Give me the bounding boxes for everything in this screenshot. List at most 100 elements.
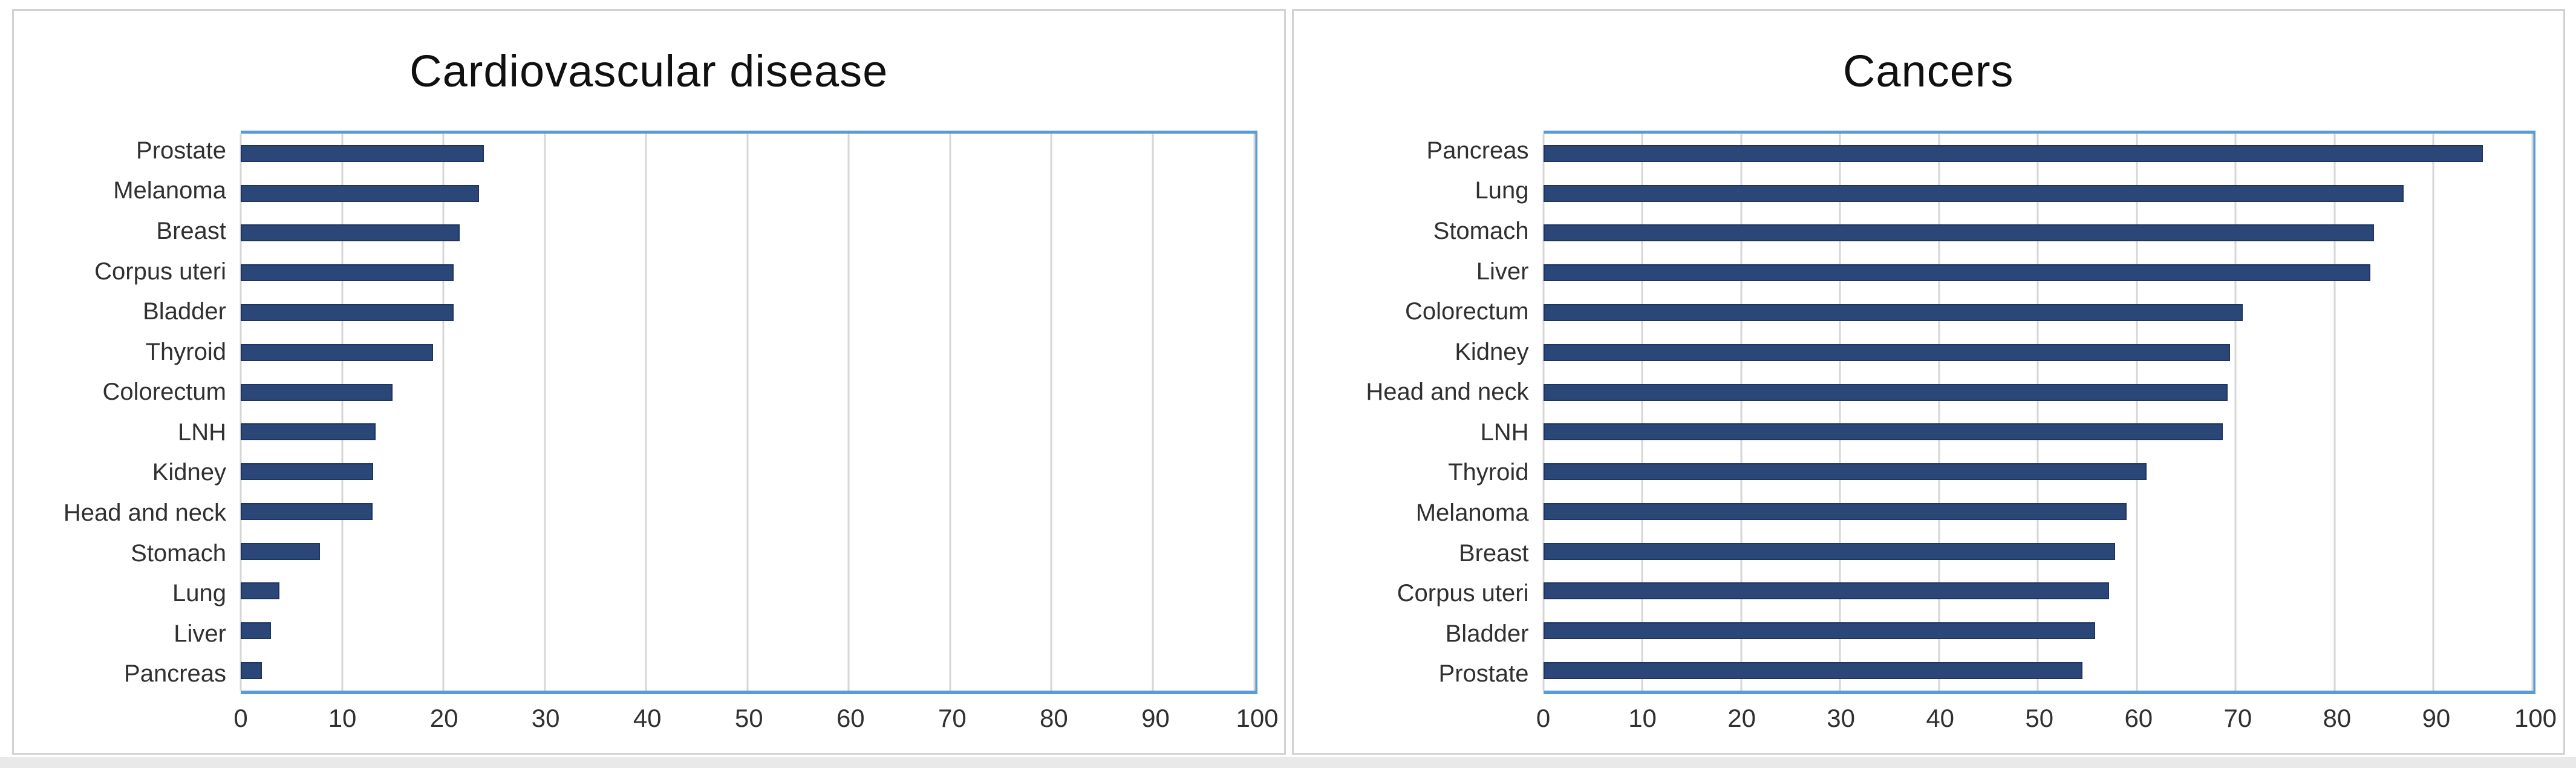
category-label: Head and neck (63, 499, 226, 526)
bar-row (241, 452, 1254, 492)
bar-liver (241, 622, 272, 640)
bar-row (241, 134, 1254, 174)
bar-row (1543, 293, 2533, 333)
category-label: Corpus uteri (1397, 580, 1529, 607)
category-label: Thyroid (145, 338, 226, 365)
x-tick-label: 30 (531, 704, 560, 732)
category-label: Colorectum (1404, 298, 1529, 325)
bar-row (1543, 571, 2533, 611)
bar-bladder (1543, 622, 2096, 640)
bar-row (241, 412, 1254, 452)
gridline (442, 134, 445, 691)
bar-liver (1543, 264, 2370, 282)
bar-stomach (241, 542, 320, 560)
bar-row (1543, 373, 2533, 412)
x-tick-label: 90 (1141, 704, 1170, 732)
bar-row (241, 571, 1254, 611)
gridline (2136, 134, 2138, 691)
x-tick-label: 30 (1827, 704, 1855, 732)
x-tick-label: 100 (1236, 704, 1279, 732)
plot-area (240, 131, 1257, 694)
bar-row (241, 253, 1254, 293)
bar-pancreas (241, 662, 262, 680)
bar-melanoma (1543, 503, 2127, 520)
category-label: Liver (1476, 258, 1529, 285)
bar-corpus-uteri (241, 264, 454, 282)
bar-row (241, 492, 1254, 532)
gridline (1839, 134, 1841, 691)
bar-row (241, 532, 1254, 571)
x-tick-label: 0 (233, 704, 248, 732)
gridline (949, 134, 951, 691)
plot-area (1542, 131, 2535, 694)
x-tick-label: 70 (2223, 704, 2252, 732)
x-tick-label: 100 (2514, 704, 2557, 732)
gridline (1050, 134, 1052, 691)
x-tick-label: 60 (2124, 704, 2153, 732)
gridline (240, 134, 242, 691)
category-axis: Pancreas Lung Stomach Liver Colorectum Kidney… (1294, 131, 1544, 694)
bar-row (241, 651, 1254, 691)
bar-thyroid (1543, 463, 2147, 481)
category-label: Stomach (1433, 217, 1529, 244)
value-axis: 0 10 20 30 40 50 60 70 80 90 100 (233, 704, 1278, 747)
chart-panel-cancers: Cancers Pancreas Lung Stomach Liver Colorect… (1291, 9, 2565, 755)
bar-head-and-neck (241, 503, 373, 520)
gridline (1641, 134, 1643, 691)
category-label: Prostate (136, 137, 226, 164)
category-label: Melanoma (113, 177, 226, 204)
category-label: Kidney (1455, 338, 1529, 365)
bar-kidney (1543, 343, 2230, 361)
figure-panels: Cardiovascular disease Prostate Melanoma B… (12, 9, 2565, 755)
category-label: Stomach (131, 539, 226, 567)
bar-row (1543, 213, 2533, 253)
category-label: Lung (172, 580, 226, 607)
bar-row (1543, 492, 2533, 532)
bar-row (1543, 611, 2533, 651)
bar-lnh (241, 423, 376, 441)
window-edge-strip (0, 757, 2576, 768)
bar-row (1543, 452, 2533, 492)
category-label: Melanoma (1415, 499, 1529, 526)
bar-row (1543, 532, 2533, 571)
gridline (2531, 134, 2534, 691)
category-label: Bladder (143, 298, 226, 325)
bar-row (1543, 333, 2533, 373)
x-tick-label: 20 (429, 704, 458, 732)
category-label: Pancreas (1426, 137, 1529, 164)
category-label: Bladder (1445, 620, 1529, 647)
gridline (341, 134, 344, 691)
bar-pancreas (1543, 145, 2483, 162)
gridline (544, 134, 546, 691)
bar-kidney (241, 463, 374, 481)
category-axis: Prostate Melanoma Breast Corpus uteri Bladde… (14, 131, 241, 694)
bar-corpus-uteri (1543, 582, 2109, 600)
category-label: Breast (1458, 539, 1529, 567)
chart-body: Pancreas Lung Stomach Liver Colorectum Kidney… (1294, 131, 2564, 753)
x-tick-label: 40 (633, 704, 662, 732)
x-tick-label: 90 (2422, 704, 2451, 732)
bar-head-and-neck (1543, 383, 2228, 401)
bar-colorectum (1543, 304, 2243, 322)
gridline (1253, 134, 1255, 691)
gridline (2036, 134, 2039, 691)
x-tick-label: 10 (1628, 704, 1657, 732)
x-tick-label: 20 (1727, 704, 1756, 732)
x-tick-label: 70 (937, 704, 967, 732)
x-tick-label: 40 (1926, 704, 1955, 732)
gridline (1740, 134, 1743, 691)
bar-row (1543, 174, 2533, 213)
value-axis: 0 10 20 30 40 50 60 70 80 90 100 (1536, 704, 2557, 747)
category-label: Pancreas (124, 660, 226, 688)
bar-bladder (241, 304, 454, 322)
category-label: Colorectum (102, 379, 226, 406)
category-label: Kidney (152, 459, 226, 486)
bar-row (241, 373, 1254, 412)
gridline (1542, 134, 1544, 691)
gridline (645, 134, 647, 691)
category-label: Breast (156, 217, 226, 244)
bar-row (241, 611, 1254, 651)
category-label: Liver (174, 620, 226, 647)
category-label: Prostate (1438, 660, 1529, 688)
gridline (847, 134, 850, 691)
